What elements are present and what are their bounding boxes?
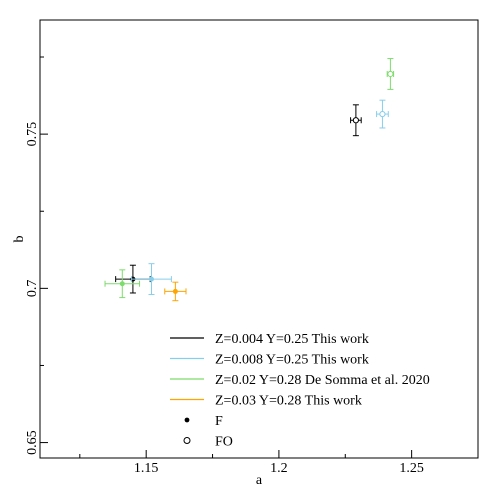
data-point-fo <box>379 110 386 118</box>
data-point-f <box>172 288 178 294</box>
x-tick-label: 1.25 <box>399 461 424 476</box>
legend-label: Z=0.02 Y=0.28 De Somma et al. 2020 <box>215 373 430 388</box>
data-point-fo <box>352 117 359 124</box>
legend-label: Z=0.008 Y=0.25 This work <box>215 353 369 368</box>
legend-label: Z=0.004 Y=0.25 This work <box>215 332 369 347</box>
legend-marker-filled <box>184 417 190 423</box>
legend-label: Z=0.03 Y=0.28 This work <box>215 394 362 409</box>
y-tick-label: 0.65 <box>25 430 40 455</box>
x-axis-label: a <box>256 473 263 488</box>
x-axis: 1.15 1.2 1.25 <box>79 450 479 476</box>
legend: Z=0.004 Y=0.25 This work Z=0.008 Y=0.25 T… <box>170 332 430 450</box>
data-point-f <box>148 276 154 282</box>
y-axis: 0.65 0.7 0.75 <box>25 56 48 455</box>
y-tick-label: 0.75 <box>25 122 40 147</box>
data-point-fo <box>387 70 394 78</box>
y-axis-label: b <box>12 236 27 243</box>
legend-label: F <box>215 414 223 429</box>
plot-frame <box>39 19 479 459</box>
series-group <box>164 281 187 302</box>
series-group <box>104 58 395 299</box>
y-tick-label: 0.7 <box>25 280 40 298</box>
x-tick-label: 1.15 <box>134 461 159 476</box>
data-point-f <box>119 281 125 287</box>
x-tick-label: 1.2 <box>270 461 288 476</box>
legend-marker-open <box>183 437 191 444</box>
data-series <box>104 58 395 302</box>
series-group <box>131 99 389 296</box>
legend-label: FO <box>215 435 233 450</box>
